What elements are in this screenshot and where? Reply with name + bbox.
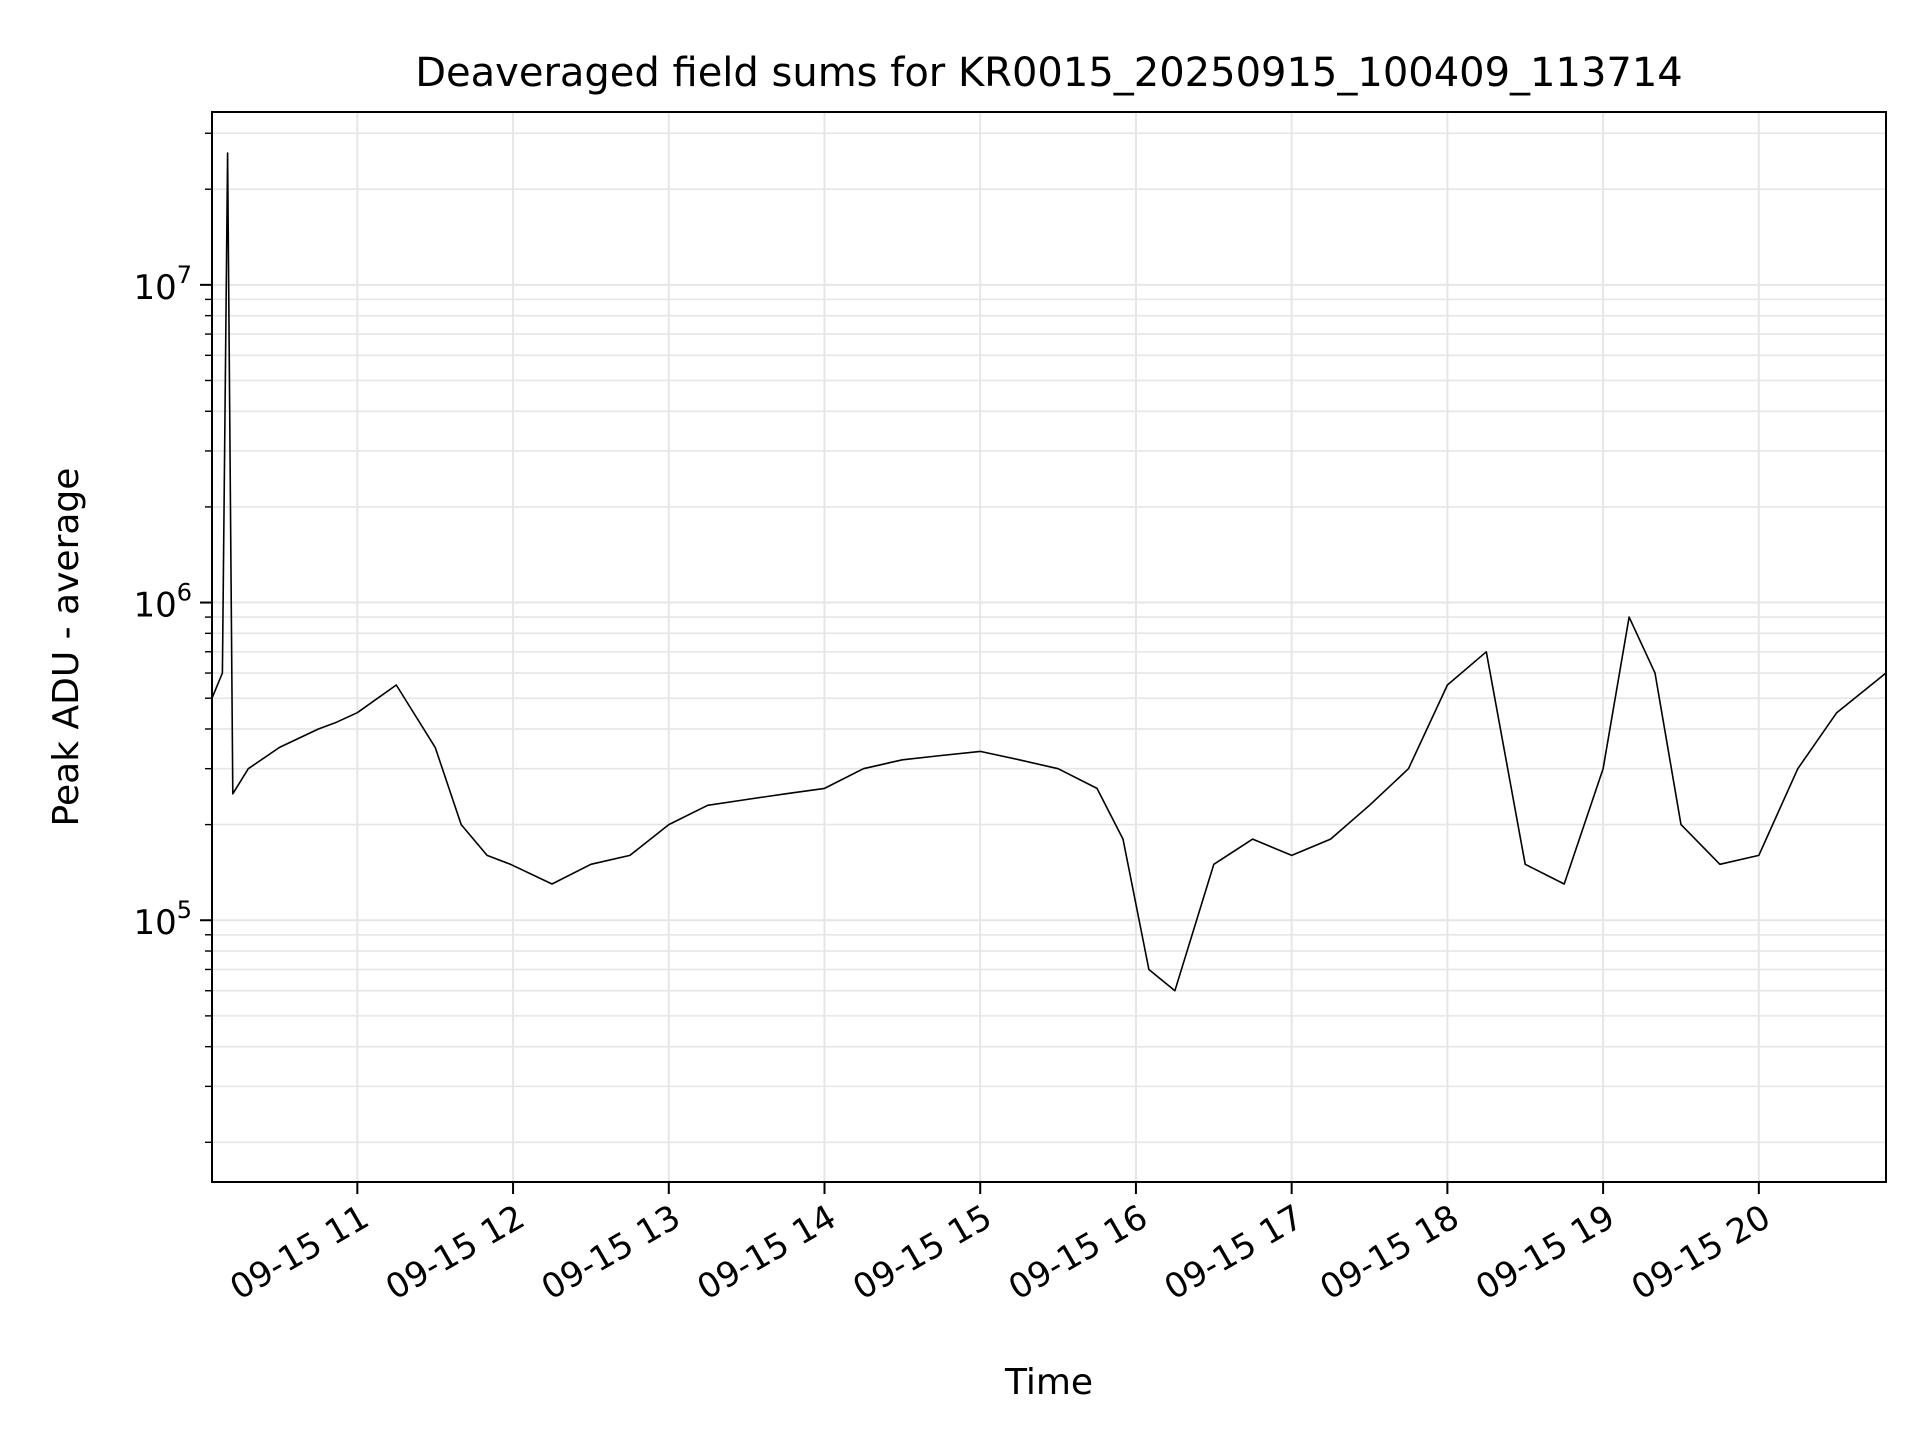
chart-title: Deaveraged field sums for KR0015_2025091…: [415, 50, 1683, 96]
plot-frame: [211, 111, 1887, 1183]
y-axis-label: Peak ADU - average: [46, 468, 87, 827]
grid: [212, 112, 1886, 1182]
y-tick-label: 105: [133, 896, 192, 943]
y-tick-label: 106: [133, 579, 192, 626]
x-axis-label: Time: [1004, 1362, 1093, 1403]
series-polyline: [211, 152, 1887, 992]
y-tick-label: 107: [133, 261, 192, 308]
series-line: [211, 152, 1887, 992]
y-axis: 105 106 107: [133, 132, 212, 1144]
